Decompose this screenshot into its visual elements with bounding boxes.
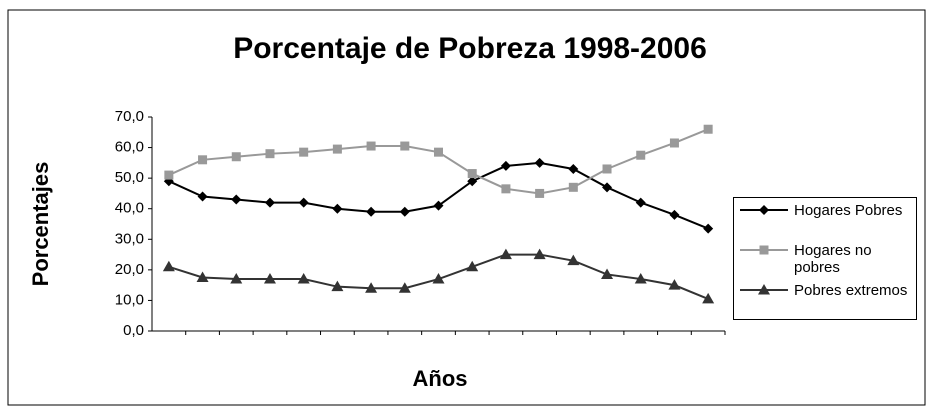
- data-point: [534, 157, 545, 168]
- legend-marker: [758, 284, 770, 295]
- data-point: [265, 149, 275, 159]
- data-point: [231, 152, 241, 162]
- data-point: [433, 200, 444, 211]
- legend: Hogares Pobres Hogares no pobres Pobres ex…: [733, 197, 917, 320]
- data-point: [365, 282, 378, 293]
- data-point: [331, 280, 344, 292]
- data-point: [298, 197, 309, 208]
- data-point: [366, 141, 376, 151]
- data-point: [197, 191, 208, 202]
- data-point: [162, 260, 175, 272]
- legend-label: Hogares Pobres: [794, 202, 903, 219]
- data-point: [602, 182, 613, 193]
- data-point: [467, 176, 478, 187]
- legend-marker: [759, 205, 769, 215]
- data-point: [264, 197, 275, 208]
- y-tick-label: 40,0: [115, 200, 144, 217]
- y-tick-label: 70,0: [115, 108, 144, 125]
- data-point: [601, 268, 614, 279]
- legend-icon: [740, 245, 788, 255]
- data-point: [703, 223, 714, 234]
- data-point: [366, 206, 377, 217]
- data-point: [263, 273, 276, 284]
- data-point: [198, 155, 208, 165]
- y-tick-label: 60,0: [115, 139, 144, 156]
- data-point: [668, 279, 681, 290]
- data-point: [434, 147, 443, 157]
- y-tick-label: 50,0: [115, 169, 144, 186]
- data-point: [669, 138, 679, 148]
- data-point: [230, 273, 243, 284]
- data-point: [602, 164, 612, 174]
- data-point: [299, 147, 309, 157]
- data-point: [398, 282, 411, 293]
- x-axis-label: Años: [413, 366, 468, 391]
- data-point: [535, 188, 545, 198]
- data-point: [635, 197, 646, 208]
- legend-marker: [759, 245, 769, 255]
- legend-icon: [740, 205, 788, 215]
- y-axis-label: Porcentajes: [28, 162, 53, 287]
- data-point: [567, 254, 580, 266]
- data-point: [499, 248, 512, 260]
- data-point: [332, 203, 343, 214]
- data-point: [636, 150, 646, 160]
- chart-title: Porcentaje de Pobreza 1998-2006: [233, 32, 707, 65]
- data-point: [400, 141, 410, 151]
- y-tick-label: 20,0: [115, 261, 144, 278]
- data-point: [399, 206, 410, 217]
- legend-item: Hogares Pobres: [734, 198, 918, 238]
- data-point: [466, 260, 479, 272]
- legend-label: Pobres extremos: [794, 282, 908, 299]
- data-point: [297, 273, 310, 284]
- data-point: [703, 124, 713, 134]
- data-point: [164, 170, 174, 180]
- data-point: [568, 182, 578, 192]
- data-point: [467, 169, 477, 179]
- data-point: [332, 144, 342, 154]
- data-point: [231, 194, 242, 205]
- data-point: [669, 209, 680, 220]
- data-point: [500, 160, 511, 171]
- y-tick-label: 0,0: [123, 322, 144, 339]
- data-point: [634, 273, 647, 284]
- legend-item: Hogares no pobres: [734, 238, 918, 278]
- legend-item: Pobres extremos: [734, 278, 918, 318]
- y-tick-label: 10,0: [115, 291, 144, 308]
- data-point: [432, 273, 445, 284]
- data-point: [568, 163, 579, 174]
- data-point: [501, 184, 511, 194]
- y-tick-label: 30,0: [115, 230, 144, 247]
- data-point: [196, 271, 209, 282]
- legend-label: Hogares no pobres: [794, 242, 872, 276]
- data-point: [702, 292, 715, 304]
- legend-icon: [740, 284, 788, 295]
- data-point: [533, 248, 546, 260]
